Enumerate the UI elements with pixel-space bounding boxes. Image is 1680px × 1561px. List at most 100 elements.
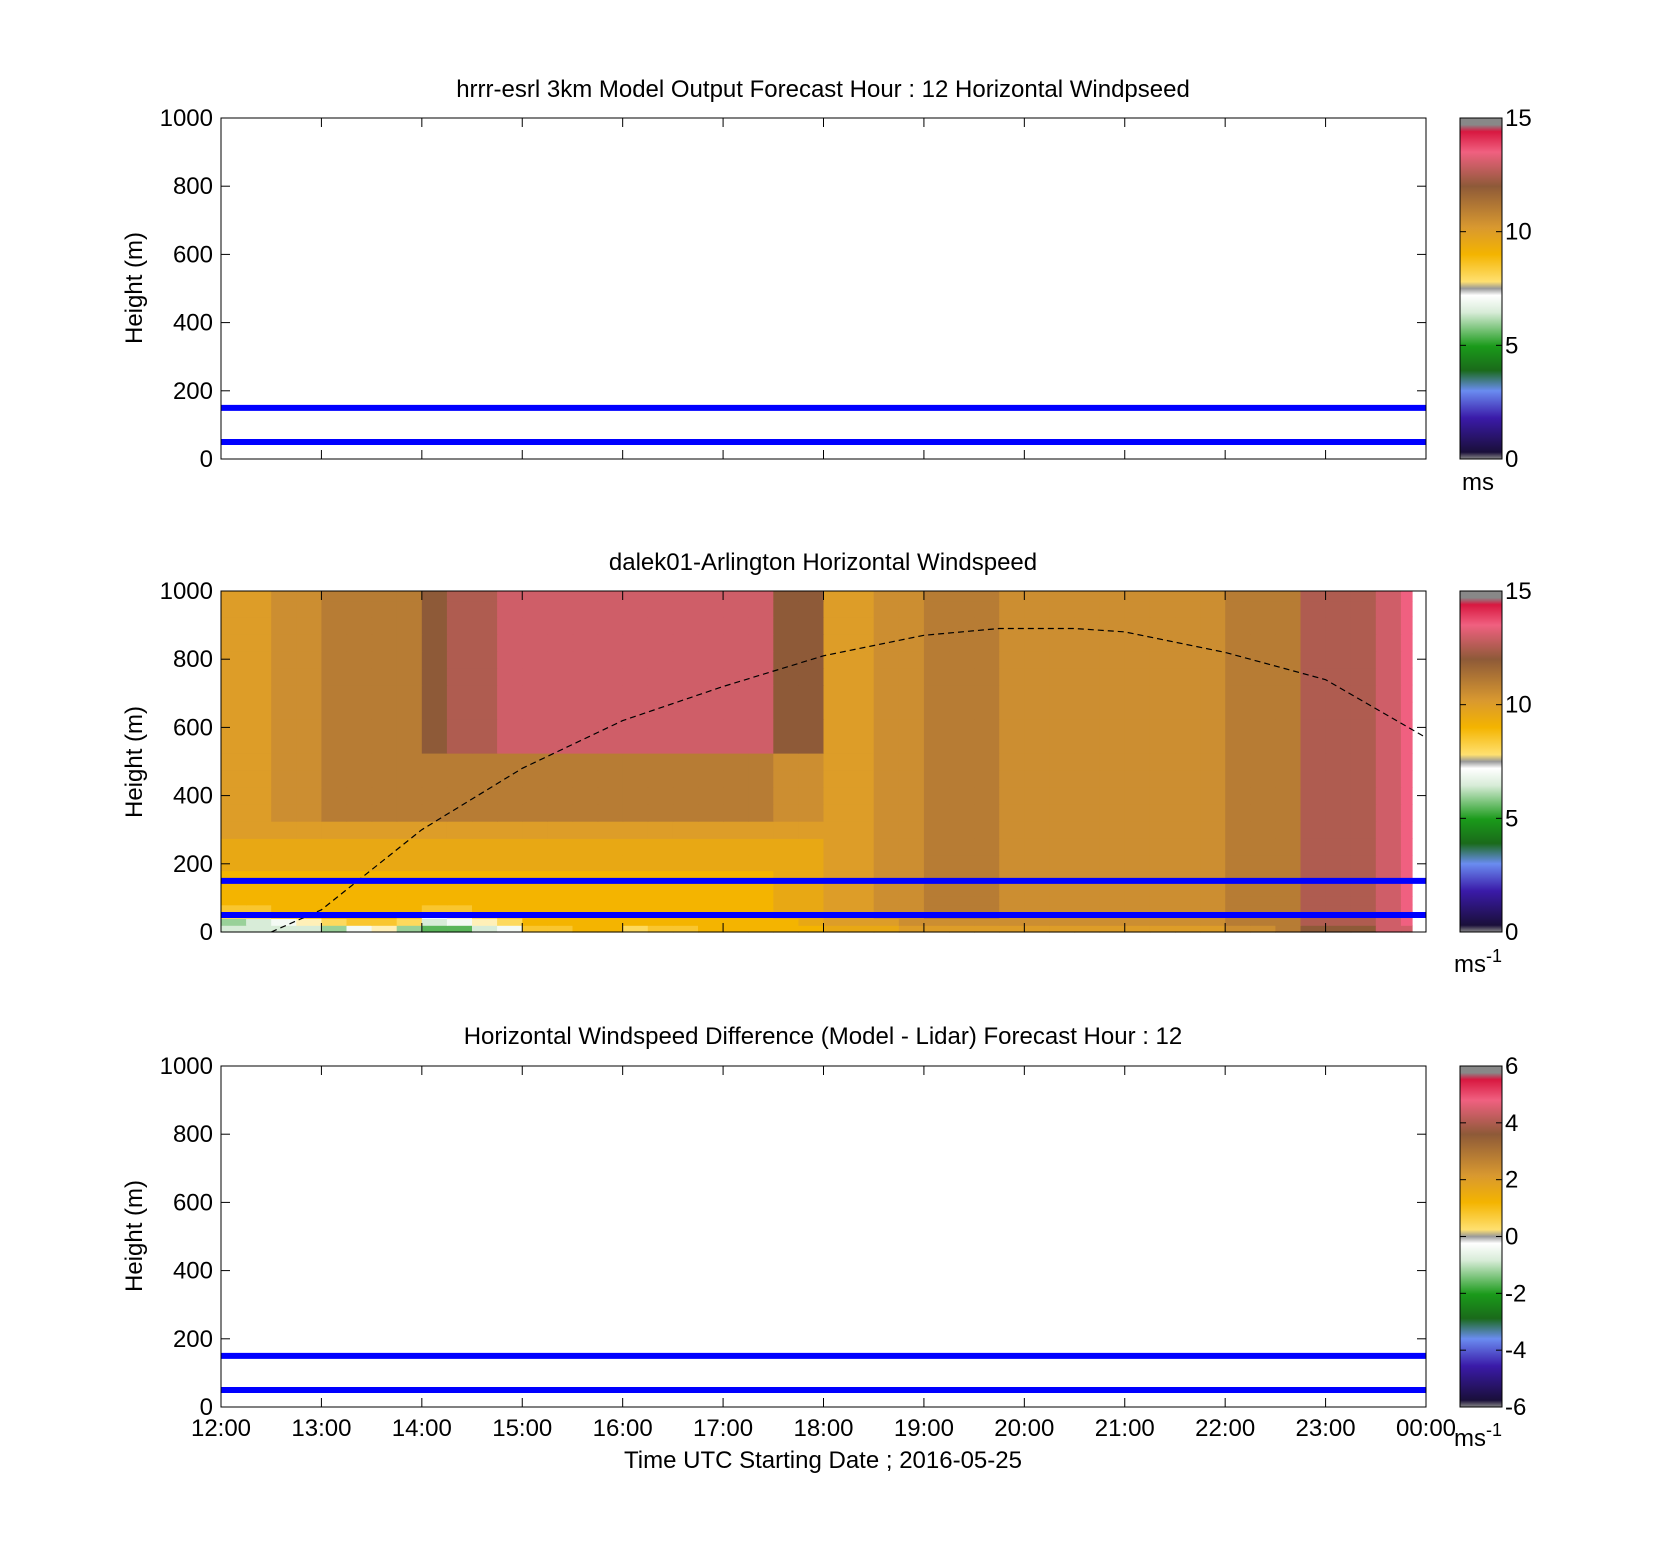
heatmap-cell (823, 650, 850, 669)
heatmap-cell (1024, 884, 1050, 897)
heatmap-cell (522, 701, 548, 720)
heatmap-cell (547, 591, 574, 602)
heatmap-cell (246, 821, 272, 839)
heatmap-cell (1325, 770, 1352, 788)
panel-difference: Horizontal Windspeed Difference (Model -… (121, 1023, 1526, 1452)
heatmap-cell (1350, 616, 1377, 635)
heatmap-cell (1049, 804, 1076, 822)
heatmap-cell (622, 804, 649, 822)
heatmap-cell (421, 684, 448, 703)
heatmap-cell (1149, 667, 1176, 686)
heatmap-cell (497, 855, 523, 872)
heatmap-cell (1350, 770, 1377, 788)
heatmap-cell (597, 770, 624, 788)
heatmap-cell (597, 787, 624, 805)
heatmap-cell (723, 821, 749, 839)
heatmap-cell (647, 838, 674, 856)
heatmap-cell (1074, 616, 1101, 635)
heatmap-cell (246, 804, 272, 822)
heatmap-cell (572, 838, 599, 856)
heatmap-cell (1099, 718, 1126, 737)
heatmap-cell (1400, 884, 1413, 897)
heatmap-cell (873, 735, 900, 754)
heatmap-cell (1124, 770, 1151, 788)
heatmap-cell (221, 684, 247, 703)
heatmap-cell (1350, 925, 1377, 933)
heatmap-cell (371, 896, 398, 906)
heatmap-cell (974, 684, 1000, 703)
heatmap-cell (999, 925, 1025, 933)
heatmap-cell (1350, 884, 1377, 897)
heatmap-cell (798, 896, 825, 906)
heatmap-cell (1200, 896, 1226, 906)
heatmap-cell (672, 787, 699, 805)
heatmap-cell (1124, 735, 1151, 754)
heatmap-cell (999, 884, 1025, 897)
heatmap-cell (1074, 896, 1101, 906)
heatmap-cell (547, 601, 574, 618)
heatmap-cell (1175, 718, 1201, 737)
heatmap-cell (672, 855, 699, 872)
heatmap-cell (1325, 904, 1352, 913)
heatmap-cell (371, 753, 398, 771)
heatmap-cell (1225, 821, 1251, 839)
heatmap-cell (1049, 904, 1076, 913)
heatmap-cell (672, 838, 699, 856)
heatmap-cell (472, 787, 498, 805)
heatmap-cell (672, 884, 699, 897)
y-tick-label: 200 (173, 378, 213, 405)
heatmap-cell (773, 735, 799, 754)
heatmap-cell (949, 855, 975, 872)
heatmap-cell (1375, 591, 1402, 602)
heatmap-cell (923, 650, 950, 669)
heatmap-cell (999, 735, 1025, 754)
heatmap-cell (723, 633, 749, 652)
heatmap-cell (221, 667, 247, 686)
heatmap-cell (221, 804, 247, 822)
heatmap-cell (246, 884, 272, 897)
heatmap-cell (271, 770, 297, 788)
heatmap-cell (1124, 925, 1151, 933)
heatmap-cell (246, 770, 272, 788)
heatmap-cell (221, 633, 247, 652)
heatmap-cell (1124, 701, 1151, 720)
heatmap-cell (572, 591, 599, 602)
heatmap-cell (748, 718, 774, 737)
heatmap-cell (271, 667, 297, 686)
heatmap-cell (1124, 601, 1151, 618)
heatmap-cell (1325, 804, 1352, 822)
heatmap-cell (572, 616, 599, 635)
heatmap-cell (723, 650, 749, 669)
heatmap-cell (1024, 770, 1050, 788)
heatmap-cell (1400, 870, 1413, 885)
heatmap-cell (1200, 925, 1226, 933)
y-tick-label: 1000 (160, 105, 213, 132)
heatmap-cell (371, 616, 398, 635)
heatmap-cell (647, 770, 674, 788)
heatmap-cell (1275, 884, 1302, 897)
heatmap-cell (1175, 701, 1201, 720)
heatmap-cell (848, 601, 875, 618)
heatmap-cell (1275, 667, 1302, 686)
heatmap-cell (1250, 591, 1276, 602)
heatmap-cell (472, 633, 498, 652)
heatmap-cell (873, 753, 900, 771)
heatmap-cell (296, 591, 322, 602)
heatmap-cell (371, 770, 398, 788)
y-tick-label: 0 (200, 1394, 213, 1421)
heatmap-cell (1149, 925, 1176, 933)
heatmap-cell (522, 684, 548, 703)
heatmap-cell (1225, 667, 1251, 686)
heatmap-cell (999, 896, 1025, 906)
heatmap-cell (547, 838, 574, 856)
heatmap-cell (974, 667, 1000, 686)
heatmap-cell (1049, 667, 1076, 686)
heatmap-cell (773, 667, 799, 686)
heatmap-cell (949, 918, 975, 926)
heatmap-cell (1300, 770, 1327, 788)
heatmap-cell (1200, 787, 1226, 805)
heatmap-cell (321, 904, 348, 913)
heatmap-cell (321, 770, 348, 788)
heatmap-cell (672, 896, 699, 906)
x-tick-label: 00:00 (1396, 1415, 1456, 1442)
